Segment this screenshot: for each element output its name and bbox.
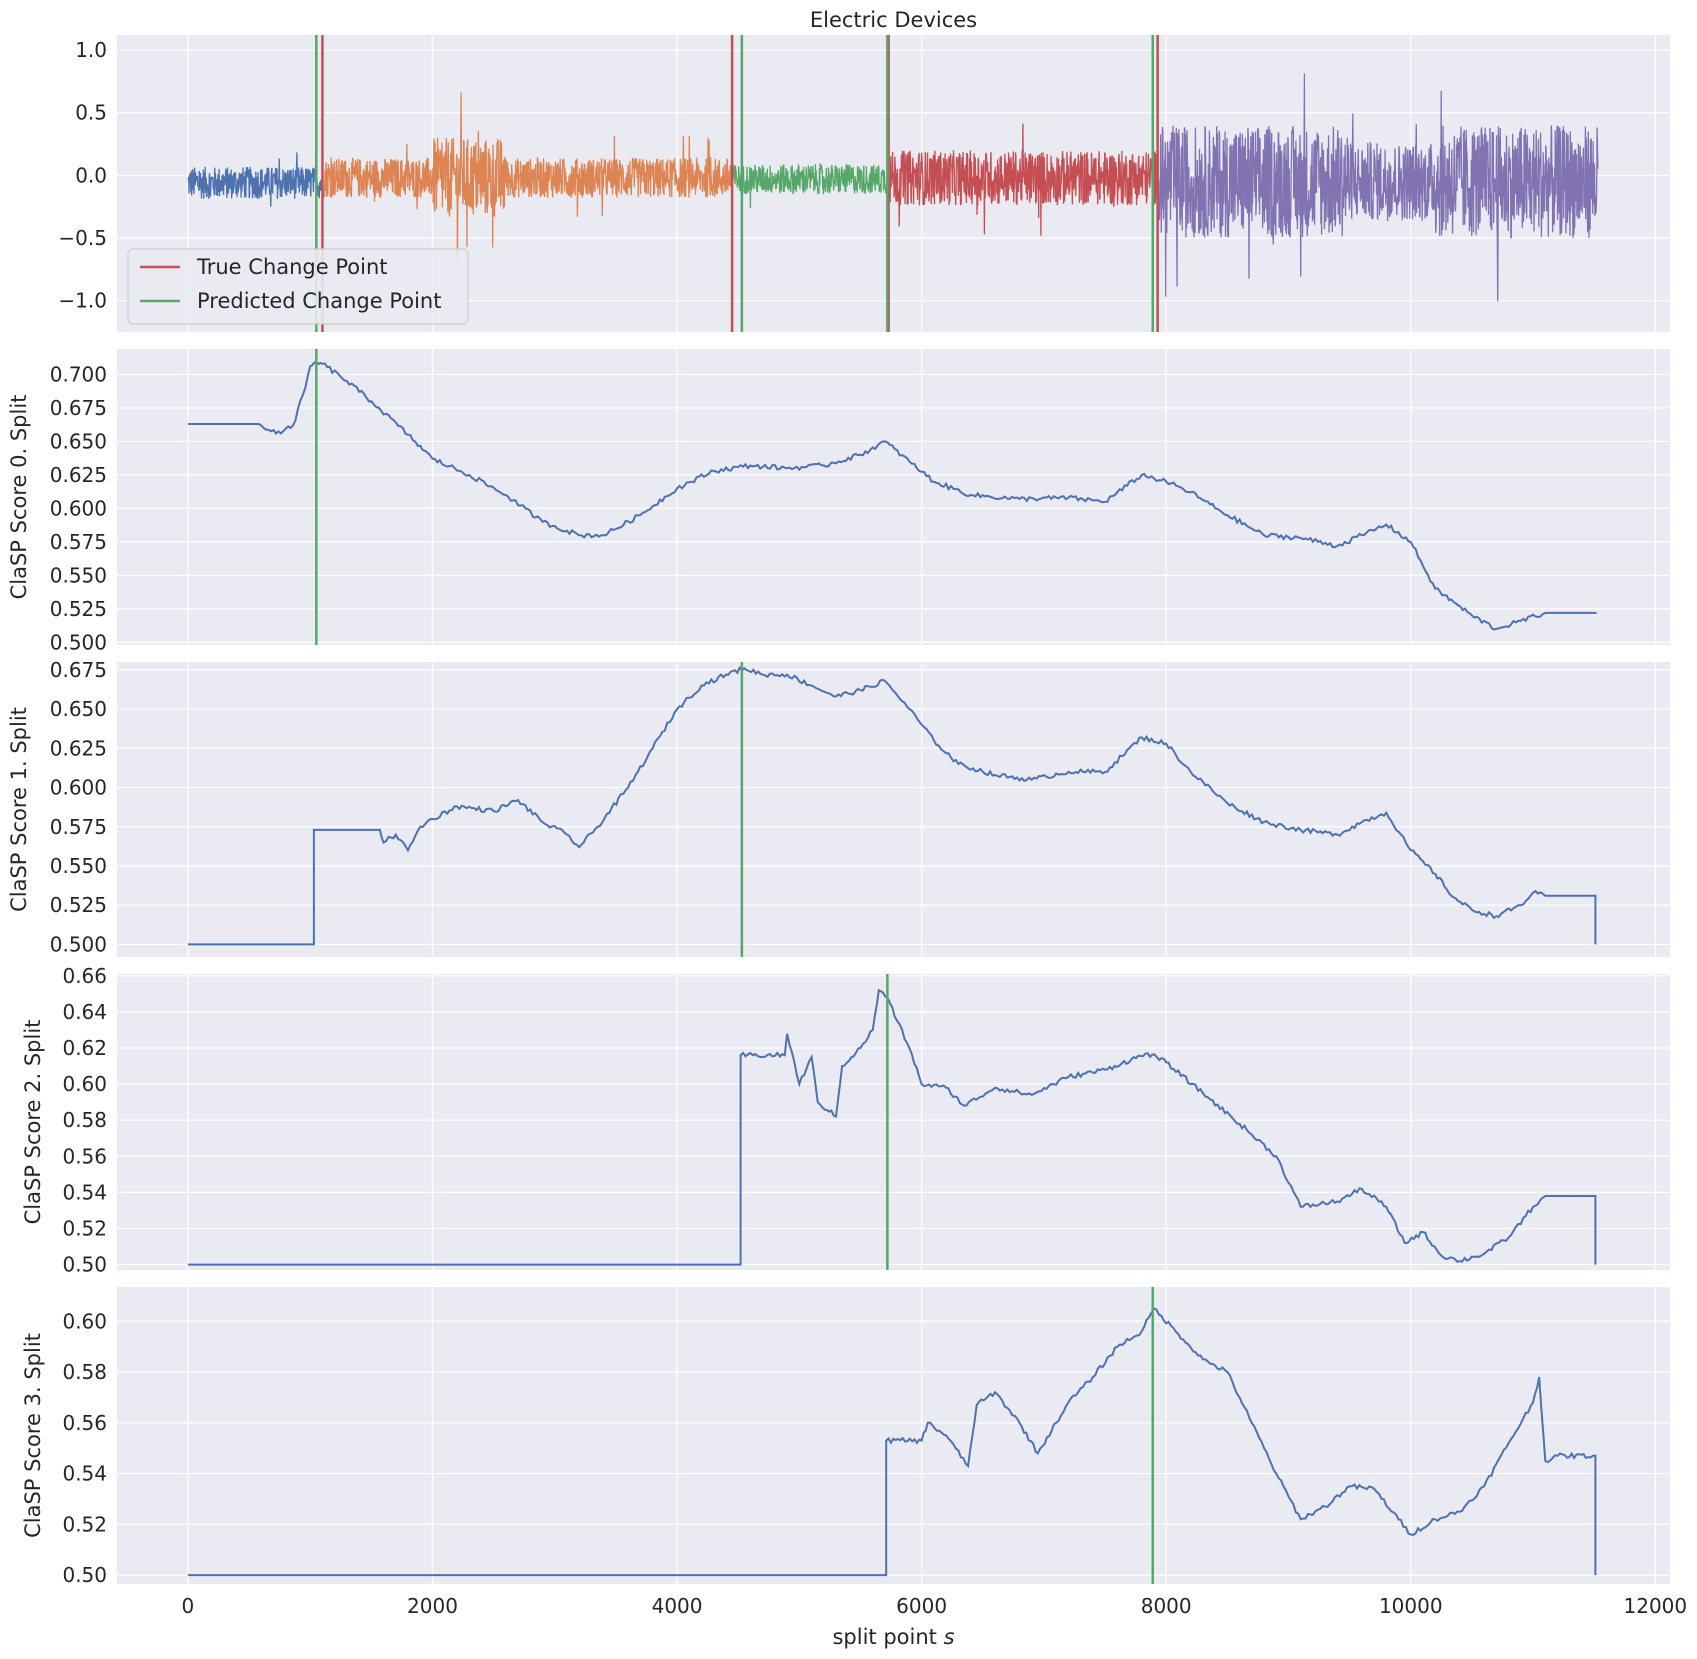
y-tick-label: 0.625 <box>50 736 107 760</box>
y-tick-label: 0.62 <box>62 1036 107 1060</box>
x-axis-label: split point s <box>832 1625 954 1649</box>
x-tick-label: 10000 <box>1379 1594 1443 1618</box>
series-line-1 <box>187 152 323 207</box>
y-tick-label: 0.52 <box>62 1512 107 1536</box>
y-axis-label: ClaSP Score 2. Split <box>21 1020 45 1225</box>
x-tick-label: 0 <box>182 1594 195 1618</box>
chart-title: Electric Devices <box>810 8 977 32</box>
y-tick-label: 0.60 <box>62 1072 107 1096</box>
y-tick-label: 0.50 <box>62 1563 107 1587</box>
y-tick-label: 0.575 <box>50 815 107 839</box>
y-tick-label: 0.58 <box>62 1360 107 1384</box>
plot-background <box>117 974 1670 1270</box>
y-tick-label: −0.5 <box>58 226 107 250</box>
y-tick-label: 1.0 <box>75 38 107 62</box>
y-tick-label: 0.550 <box>50 563 107 587</box>
y-tick-label: 0.54 <box>62 1180 107 1204</box>
y-axis-label: ClaSP Score 1. Split <box>7 707 31 912</box>
y-tick-label: 0.60 <box>62 1309 107 1333</box>
y-tick-label: 0.575 <box>50 530 107 554</box>
y-tick-label: 0.54 <box>62 1462 107 1486</box>
clasp-score-line <box>187 665 1597 946</box>
plot-background <box>117 662 1670 957</box>
panel-electric-devices: −1.0 −0.5 0.0 0.5 1.0 Electric Devices True Ch… <box>58 8 1670 332</box>
x-tick-label: 2000 <box>407 1594 458 1618</box>
clasp-score-line <box>187 361 1597 631</box>
legend-box <box>127 248 469 325</box>
y-tick-label: 0.58 <box>62 1108 107 1132</box>
y-axis-label: ClaSP Score 0. Split <box>7 395 31 600</box>
y-tick-label: 0.56 <box>62 1144 107 1168</box>
y-tick-label: 0.500 <box>50 932 107 956</box>
panel-clasp-score-1: 0.500 0.525 0.550 0.575 0.600 0.625 0.650 0.675… <box>7 658 1670 957</box>
y-axis-label: ClaSP Score 3. Split <box>21 1333 45 1538</box>
y-tick-label: 0.650 <box>50 697 107 721</box>
series-line-5 <box>1156 73 1599 302</box>
plot-background <box>117 349 1670 645</box>
y-tick-label: 0.700 <box>50 362 107 386</box>
series-line-2 <box>321 92 733 266</box>
plot-area <box>187 1287 1597 1584</box>
y-tick-label: 0.675 <box>50 658 107 682</box>
plot-area <box>187 35 1599 332</box>
plot-area <box>187 974 1597 1270</box>
panel-clasp-score-2: 0.50 0.52 0.54 0.56 0.58 0.60 0.62 0.64 0.66 ClaS… <box>21 964 1670 1277</box>
y-tick-label: 0.56 <box>62 1411 107 1435</box>
x-tick-label: 12000 <box>1624 1594 1688 1618</box>
x-tick-label: 6000 <box>896 1594 947 1618</box>
series-line-3 <box>731 162 890 209</box>
y-tick-label: 0.675 <box>50 396 107 420</box>
panel-clasp-score-0: 0.500 0.525 0.550 0.575 0.600 0.625 0.650 0.675… <box>7 349 1670 654</box>
y-tick-label: 0.525 <box>50 597 107 621</box>
y-tick-label: 0.625 <box>50 463 107 487</box>
y-tick-label: 0.650 <box>50 429 107 453</box>
x-tick-label: 8000 <box>1141 1594 1192 1618</box>
panel-clasp-score-3: 0.50 0.52 0.54 0.56 0.58 0.60 ClaSP Score 3. S… <box>21 1287 1687 1649</box>
y-tick-label: 0.500 <box>50 630 107 654</box>
plot-background <box>117 1287 1670 1584</box>
y-tick-label: 0.550 <box>50 854 107 878</box>
series-line-4 <box>887 123 1159 236</box>
clasp-score-line <box>187 988 1597 1266</box>
clasp-score-line <box>187 1307 1597 1577</box>
y-tick-label: 0.600 <box>50 496 107 520</box>
legend-label: Predicted Change Point <box>197 289 441 313</box>
y-tick-label: 0.66 <box>62 964 107 988</box>
x-tick-label: 4000 <box>652 1594 703 1618</box>
plot-area <box>187 349 1597 645</box>
y-tick-label: 0.525 <box>50 893 107 917</box>
y-tick-label: 0.52 <box>62 1216 107 1240</box>
y-tick-label: 0.50 <box>62 1253 107 1277</box>
y-tick-label: 0.600 <box>50 776 107 800</box>
y-tick-label: 0.0 <box>75 163 107 187</box>
y-tick-label: 0.64 <box>62 1000 107 1024</box>
plot-area <box>187 662 1597 957</box>
y-tick-label: 0.5 <box>75 101 107 125</box>
legend: True Change Point Predicted Change Point <box>127 248 469 325</box>
y-tick-label: −1.0 <box>58 289 107 313</box>
legend-label: True Change Point <box>196 255 388 279</box>
